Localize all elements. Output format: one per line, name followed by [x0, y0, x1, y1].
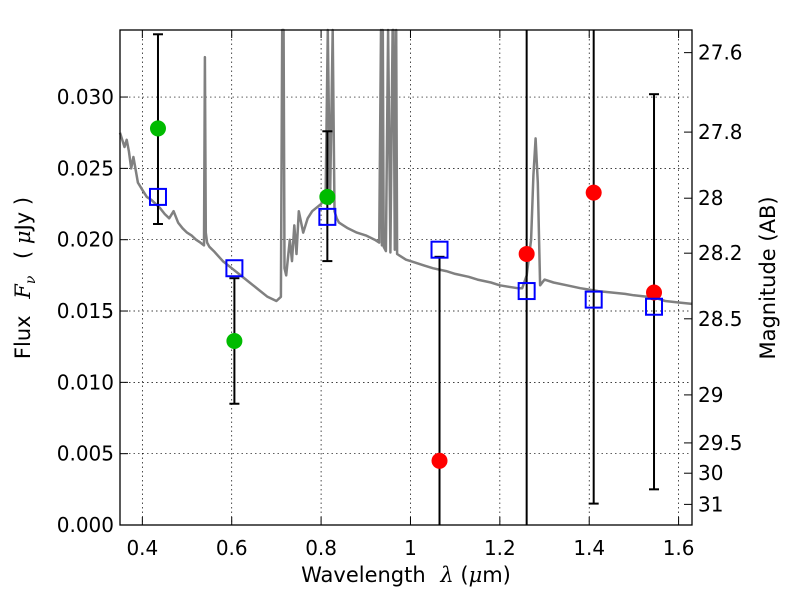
x-tick-label: 1.4: [573, 536, 605, 560]
magnitude-tick-label: 28.2: [698, 241, 743, 265]
observed-flux-point: [319, 188, 336, 205]
observed-flux-point: [585, 184, 602, 201]
model-flux-square-marker: [225, 259, 244, 278]
magnitude-tick-label: 27.8: [698, 120, 743, 144]
grid: [120, 30, 692, 526]
model-flux-square-marker: [148, 187, 167, 206]
observed-flux-point: [149, 120, 166, 137]
y-axis-label: Flux Fν ( μJy ): [11, 197, 40, 359]
x-tick-label: 0.8: [305, 536, 337, 560]
magnitude-tick-label: 28.5: [698, 307, 743, 331]
data-markers: [148, 120, 664, 469]
model-spectrum: [118, 28, 693, 306]
model-flux-square-marker: [430, 240, 449, 259]
magnitude-tick-label: 27.6: [698, 41, 743, 65]
model-flux-square-marker: [517, 282, 536, 301]
magnitude-tick-label: 31: [698, 492, 723, 516]
observed-flux-point: [518, 245, 535, 262]
observed-flux-point: [226, 332, 243, 349]
x-tick-label: 1.6: [663, 536, 695, 560]
magnitude-tick-label: 29.5: [698, 431, 743, 455]
model-spectrum-line: [118, 28, 693, 306]
plot-frame: [119, 29, 693, 526]
magnitude-axis-label: Magnitude (AB): [756, 196, 780, 359]
magnitude-tick-label: 29: [698, 383, 723, 407]
y-tick-label: 0.010: [57, 370, 114, 394]
x-tick-label: 1.2: [484, 536, 516, 560]
model-flux-square-marker: [318, 207, 337, 226]
y-tick-label: 0.000: [57, 513, 114, 537]
y-tick-label: 0.015: [57, 299, 114, 323]
y-tick-label: 0.005: [57, 442, 114, 466]
x-tick-label: 1: [404, 536, 417, 560]
y-tick-label: 0.025: [57, 156, 114, 180]
observed-flux-point: [431, 452, 448, 469]
magnitude-tick-label: 30: [698, 461, 723, 485]
y-tick-label: 0.020: [57, 228, 114, 252]
x-tick-label: 0.4: [126, 536, 158, 560]
magnitude-tick-label: 28: [698, 186, 723, 210]
axis-ticks: 0.4 0.6 0.8 1 1.2 1.4 1.6 0.000 0.005 0.010 0.015 0…: [57, 30, 743, 560]
observed-flux-point: [646, 284, 663, 301]
y-tick-label: 0.030: [57, 85, 114, 109]
x-axis-label: Wavelength λ (μm): [301, 563, 511, 587]
model-flux-square-marker: [584, 290, 603, 309]
x-tick-label: 0.6: [216, 536, 248, 560]
model-flux-square-marker: [645, 297, 664, 316]
